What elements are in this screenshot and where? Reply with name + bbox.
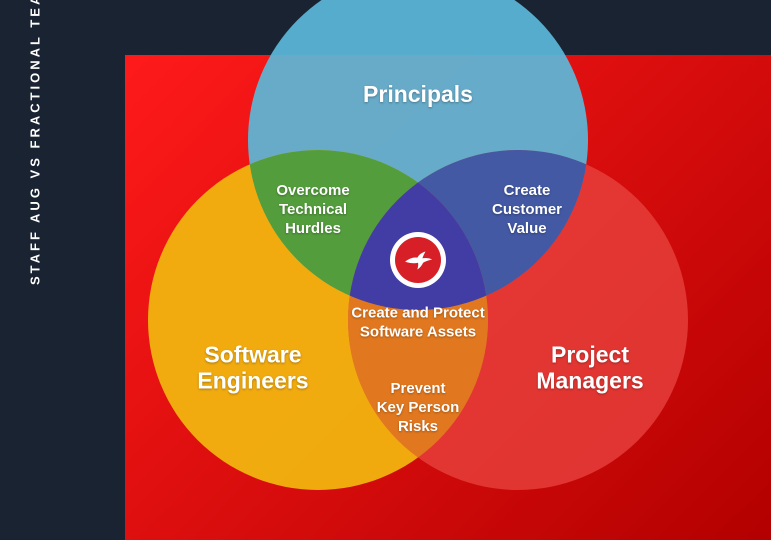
venn-diagram: Principals SoftwareEngineers ProjectMana…	[70, 0, 770, 540]
label-software-engineers: SoftwareEngineers	[197, 342, 308, 395]
center-logo-inner	[395, 237, 441, 283]
label-create-customer-value: CreateCustomerValue	[492, 182, 562, 238]
bird-icon	[401, 243, 435, 277]
label-overcome-technical-hurdles: OvercomeTechnicalHurdles	[276, 182, 349, 238]
label-project-managers: ProjectManagers	[536, 342, 643, 395]
sidebar-title: STAFF AUG VS FRACTIONAL TEAMS	[28, 0, 43, 285]
center-logo-badge	[390, 232, 446, 288]
label-prevent-key-person-risks: PreventKey PersonRisks	[377, 380, 460, 436]
label-center: Create and ProtectSoftware Assets	[351, 304, 484, 342]
label-principals: Principals	[363, 81, 473, 107]
